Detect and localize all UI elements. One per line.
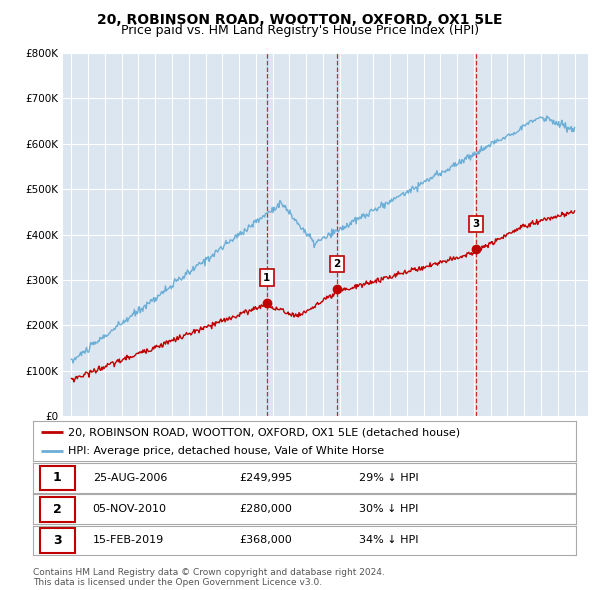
Text: 20, ROBINSON ROAD, WOOTTON, OXFORD, OX1 5LE: 20, ROBINSON ROAD, WOOTTON, OXFORD, OX1 …	[97, 13, 503, 27]
Text: £249,995: £249,995	[239, 473, 293, 483]
FancyBboxPatch shape	[40, 466, 75, 490]
Text: 30% ↓ HPI: 30% ↓ HPI	[359, 504, 418, 514]
Text: Contains HM Land Registry data © Crown copyright and database right 2024.
This d: Contains HM Land Registry data © Crown c…	[33, 568, 385, 587]
Text: 3: 3	[472, 219, 479, 229]
Text: 29% ↓ HPI: 29% ↓ HPI	[359, 473, 418, 483]
Text: 2: 2	[53, 503, 62, 516]
Text: 1: 1	[53, 471, 62, 484]
Text: £280,000: £280,000	[239, 504, 292, 514]
Text: 15-FEB-2019: 15-FEB-2019	[93, 536, 164, 545]
Text: 25-AUG-2006: 25-AUG-2006	[93, 473, 167, 483]
FancyBboxPatch shape	[40, 528, 75, 553]
FancyBboxPatch shape	[40, 497, 75, 522]
Text: 20, ROBINSON ROAD, WOOTTON, OXFORD, OX1 5LE (detached house): 20, ROBINSON ROAD, WOOTTON, OXFORD, OX1 …	[68, 427, 460, 437]
Text: 2: 2	[334, 259, 341, 269]
Text: HPI: Average price, detached house, Vale of White Horse: HPI: Average price, detached house, Vale…	[68, 445, 385, 455]
Text: £368,000: £368,000	[239, 536, 292, 545]
Text: 05-NOV-2010: 05-NOV-2010	[93, 504, 167, 514]
Text: 34% ↓ HPI: 34% ↓ HPI	[359, 536, 418, 545]
Text: 1: 1	[263, 273, 271, 283]
Text: 3: 3	[53, 534, 61, 547]
Text: Price paid vs. HM Land Registry's House Price Index (HPI): Price paid vs. HM Land Registry's House …	[121, 24, 479, 37]
